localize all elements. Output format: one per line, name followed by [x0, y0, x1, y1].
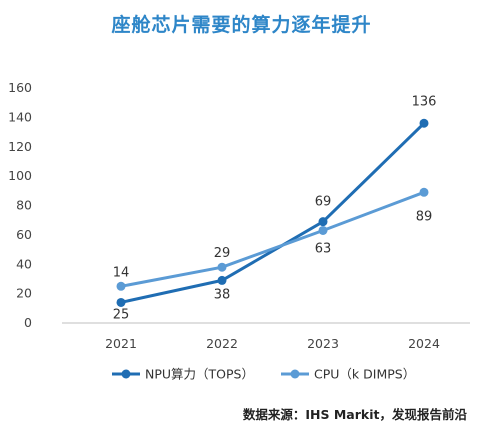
- data-label-cpu: 63: [315, 241, 332, 256]
- legend-swatch-marker-npu: [121, 369, 131, 379]
- data-point-npu: [116, 297, 126, 307]
- data-label-npu: 69: [315, 195, 332, 210]
- data-point-npu: [318, 217, 328, 227]
- source-note: 数据来源：IHS Markit，发现报告前沿: [242, 407, 467, 422]
- data-point-cpu: [116, 281, 126, 291]
- series-line-npu: [119, 121, 426, 304]
- legend-label-cpu: CPU（k DIMPS）: [314, 367, 415, 382]
- data-label-npu: 25: [113, 307, 130, 322]
- legend-swatch-marker-cpu: [290, 369, 300, 379]
- data-label-cpu: 89: [416, 209, 433, 224]
- data-point-npu: [419, 118, 429, 128]
- data-point-cpu: [217, 262, 227, 272]
- data-point-cpu: [419, 187, 429, 197]
- y-tick-label: 140: [8, 109, 32, 124]
- data-label-npu: 38: [214, 287, 231, 302]
- y-tick-label: 160: [8, 80, 32, 95]
- y-tick-label: 60: [16, 227, 32, 242]
- data-point-cpu: [318, 225, 328, 235]
- legend-label-npu: NPU算力（TOPS）: [145, 367, 254, 382]
- x-tick-label: 2024: [408, 336, 440, 351]
- y-tick-label: 20: [16, 286, 32, 301]
- data-point-npu: [217, 275, 227, 285]
- data-label-cpu: 29: [214, 246, 231, 261]
- series-line-cpu: [119, 190, 426, 288]
- x-tick-label: 2022: [206, 336, 238, 351]
- chart-title: 座舱芯片需要的算力逐年提升: [111, 14, 372, 36]
- data-label-cpu: 14: [113, 265, 130, 280]
- y-tick-label: 40: [16, 256, 32, 271]
- y-tick-label: 120: [8, 139, 32, 154]
- y-tick-label: 0: [24, 315, 32, 330]
- y-tick-label: 100: [8, 168, 32, 183]
- x-tick-label: 2021: [105, 336, 137, 351]
- x-tick-label: 2023: [307, 336, 339, 351]
- data-label-npu: 136: [412, 94, 437, 109]
- y-tick-label: 80: [16, 198, 32, 213]
